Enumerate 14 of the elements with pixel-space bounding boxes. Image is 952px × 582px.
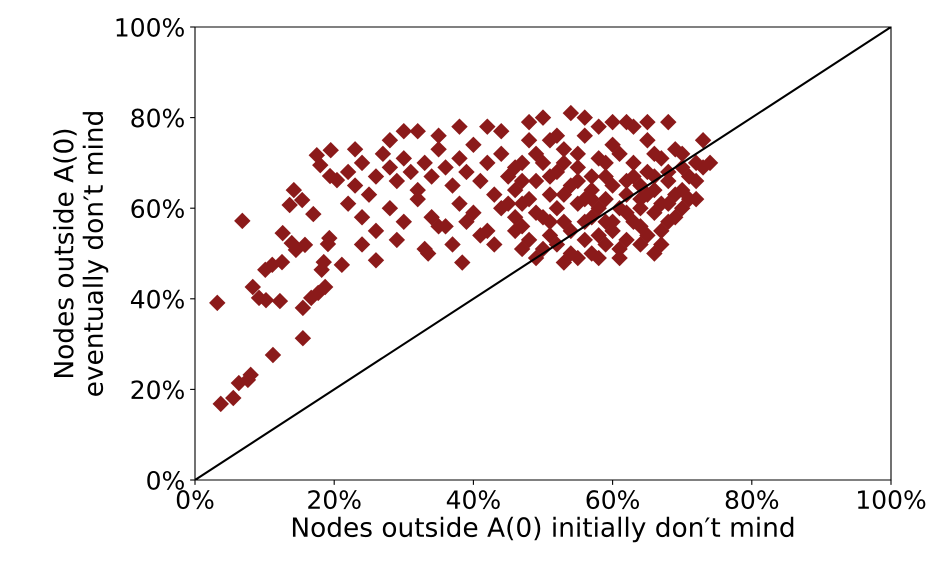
- y-tick-label: 20%: [132, 380, 184, 400]
- x-axis-title: Nodes outside A(0) initially don′t mind: [292, 516, 794, 542]
- y-tick-label: 100%: [116, 18, 184, 37]
- y-tick-label: 40%: [130, 290, 184, 309]
- y-tick-label: 0%: [147, 470, 184, 490]
- y-axis-title: Nodes outside A(0) eventually don′t mind: [53, 112, 108, 396]
- x-tick-label: 80%: [726, 490, 778, 510]
- y-tick-label: 60%: [131, 199, 184, 218]
- y-tick-label: 80%: [131, 108, 184, 128]
- x-tick-label: 20%: [308, 490, 361, 510]
- x-tick-label: 100%: [858, 490, 926, 510]
- x-tick-label: 40%: [446, 490, 500, 510]
- x-tick-label: 0%: [176, 490, 214, 510]
- x-tick-label: 60%: [586, 490, 640, 510]
